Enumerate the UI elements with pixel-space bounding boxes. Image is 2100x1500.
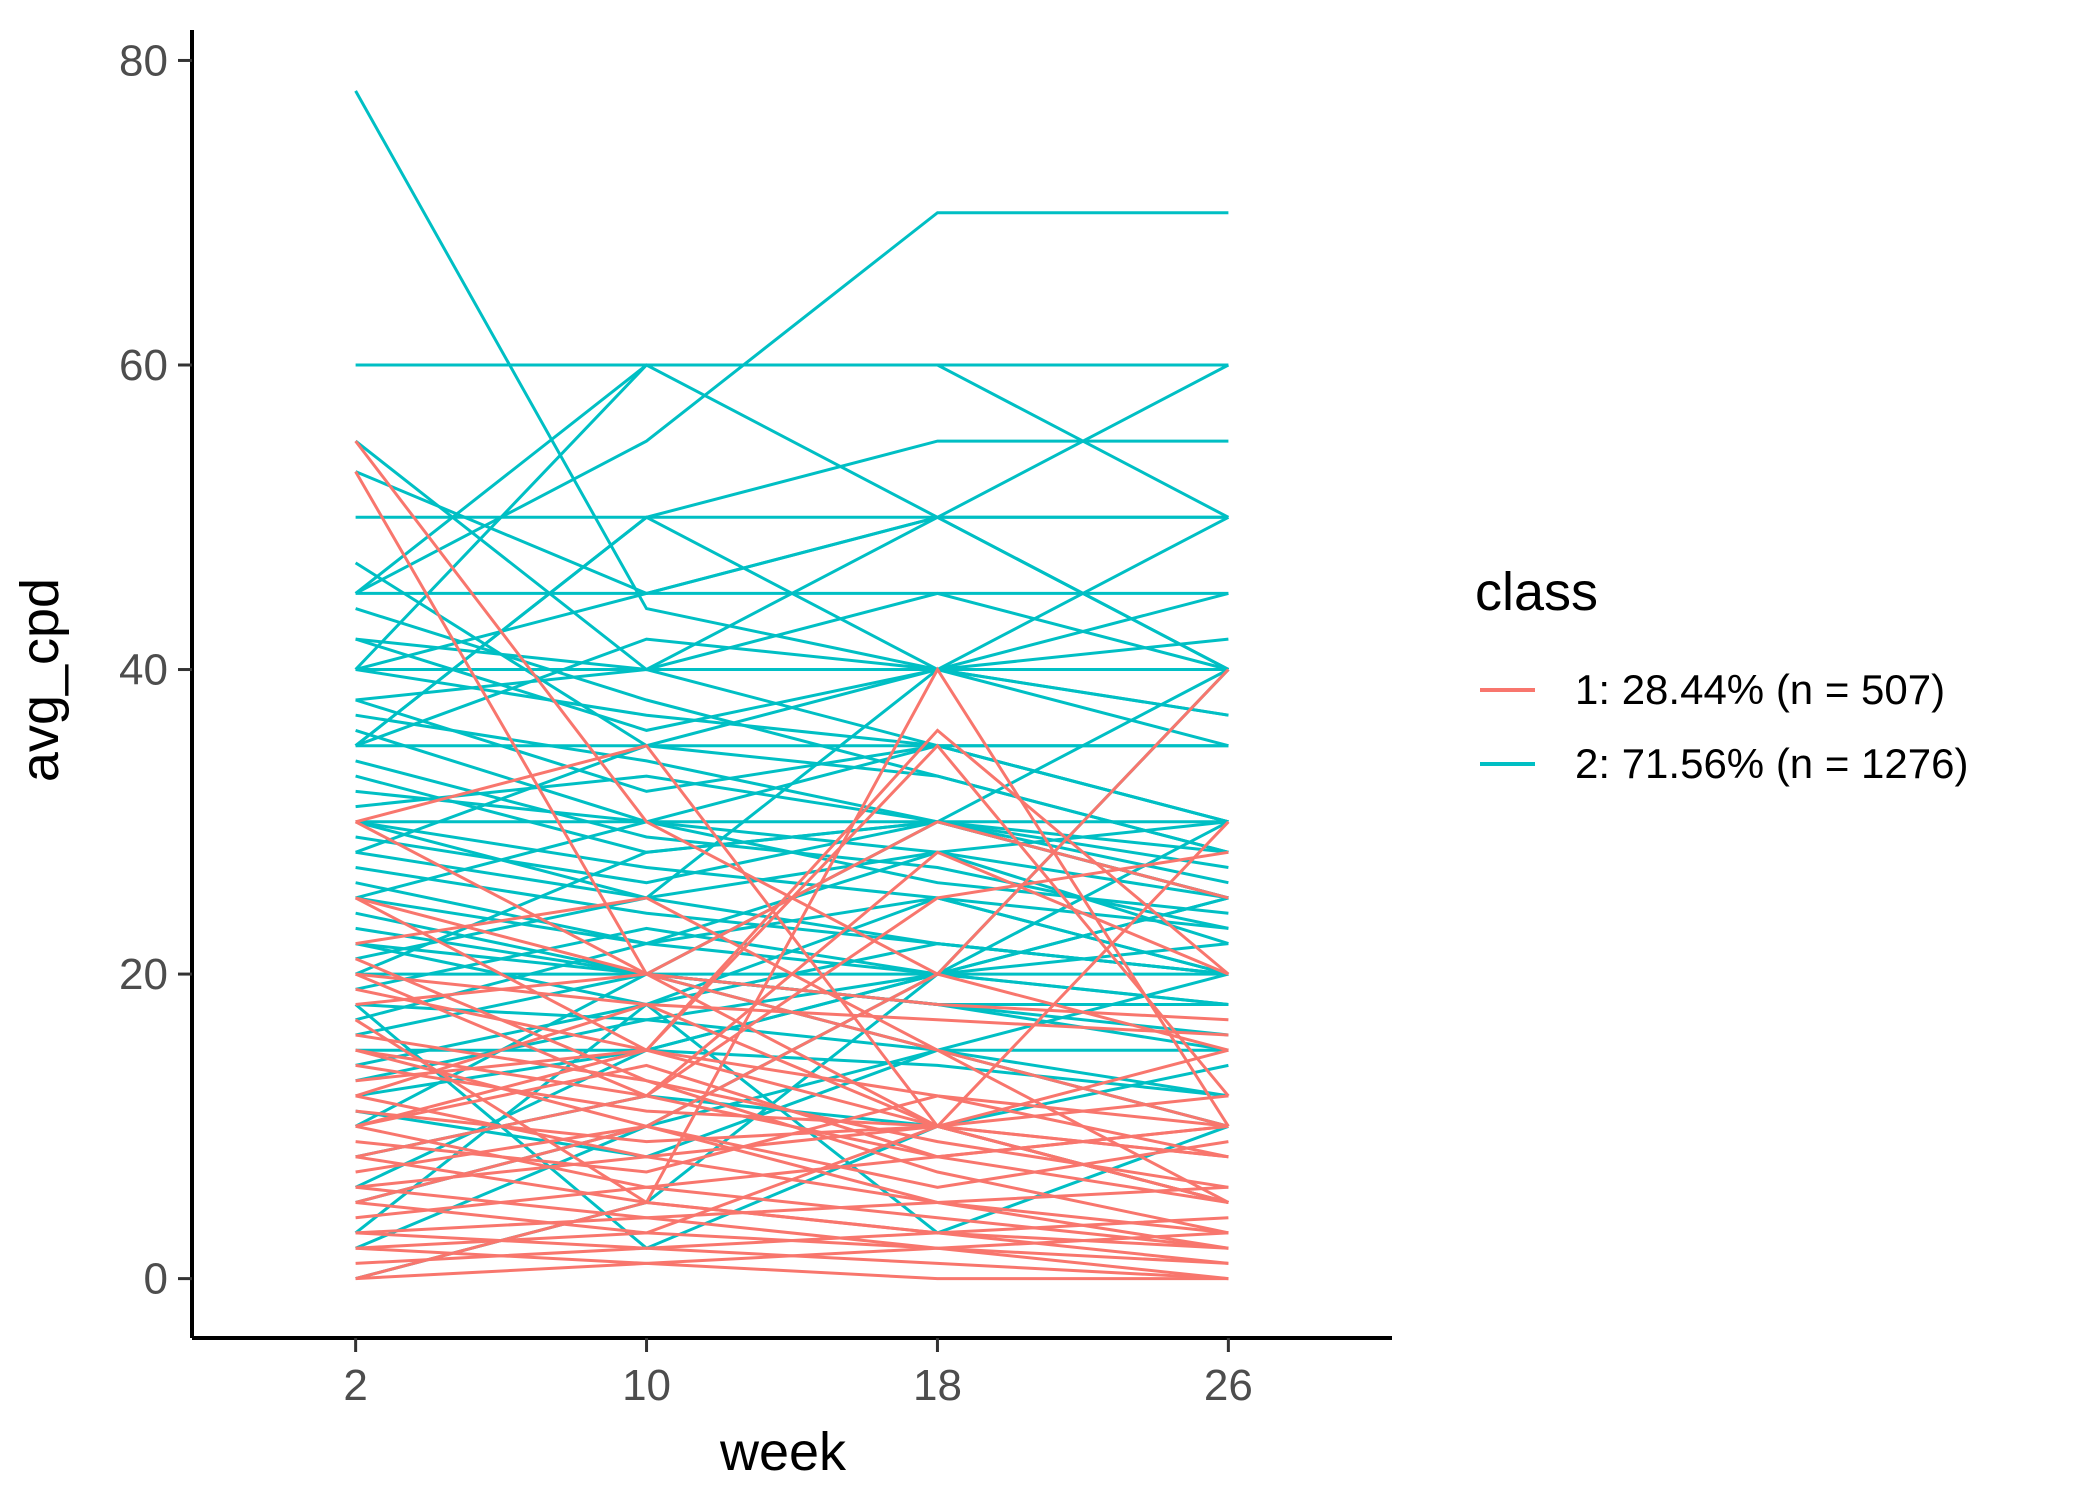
class-2-trajectory: [354, 211, 1229, 595]
x-tick-label: 26: [1204, 1361, 1253, 1410]
class-1-trajectory: [355, 1124, 1229, 1250]
x-axis-title: week: [719, 1422, 847, 1482]
y-axis-title: avg_cpd: [10, 578, 70, 782]
legend-label-class-2: 2: 71.56% (n = 1276): [1575, 740, 1968, 787]
axes: 2 10 18 26 0 20 40 60 80: [119, 30, 1392, 1410]
class-1-trajectory: [355, 1246, 1229, 1281]
class-1-trajectory: [355, 1185, 1229, 1235]
y-tick-label: 0: [144, 1255, 168, 1304]
class-1-trajectory: [355, 820, 1229, 1006]
legend-title: class: [1475, 562, 1598, 622]
class-2-trajectory: [355, 637, 1229, 748]
class-2-trajectory: [354, 363, 1230, 595]
class-1-trajectory: [354, 1018, 1229, 1250]
class-1-trajectory: [355, 1216, 1229, 1265]
class-2-trajectory: [355, 637, 1229, 824]
legend: class 1: 28.44% (n = 507) 2: 71.56% (n =…: [1475, 562, 1968, 787]
x-tick-label: 18: [913, 1361, 962, 1410]
class-1-trajectory: [355, 896, 1229, 1022]
class-2-trajectory: [355, 774, 1229, 869]
class-1-trajectory: [355, 743, 1230, 1097]
class-1-trajectory: [355, 668, 1230, 1204]
legend-label-class-1: 1: 28.44% (n = 507): [1575, 666, 1945, 713]
y-tick-label: 20: [119, 950, 168, 999]
class-1-trajectory: [355, 820, 1230, 1129]
y-tick-label: 60: [119, 341, 168, 390]
class-2-trajectory: [355, 1003, 1229, 1052]
y-tick-label: 80: [119, 36, 168, 85]
x-tick-label: 2: [343, 1361, 367, 1410]
class-1-lines: [354, 440, 1230, 1281]
class-1-trajectory: [355, 850, 1229, 1159]
y-tick-label: 40: [119, 646, 168, 695]
x-tick-label: 10: [622, 1361, 671, 1410]
class-2-trajectory: [355, 926, 1229, 991]
class-1-trajectory: [355, 987, 1229, 1128]
class-2-trajectory: [354, 90, 1229, 748]
class-2-trajectory: [355, 820, 1229, 885]
class-1-trajectory: [355, 972, 1229, 1037]
class-1-trajectory: [355, 1048, 1229, 1189]
